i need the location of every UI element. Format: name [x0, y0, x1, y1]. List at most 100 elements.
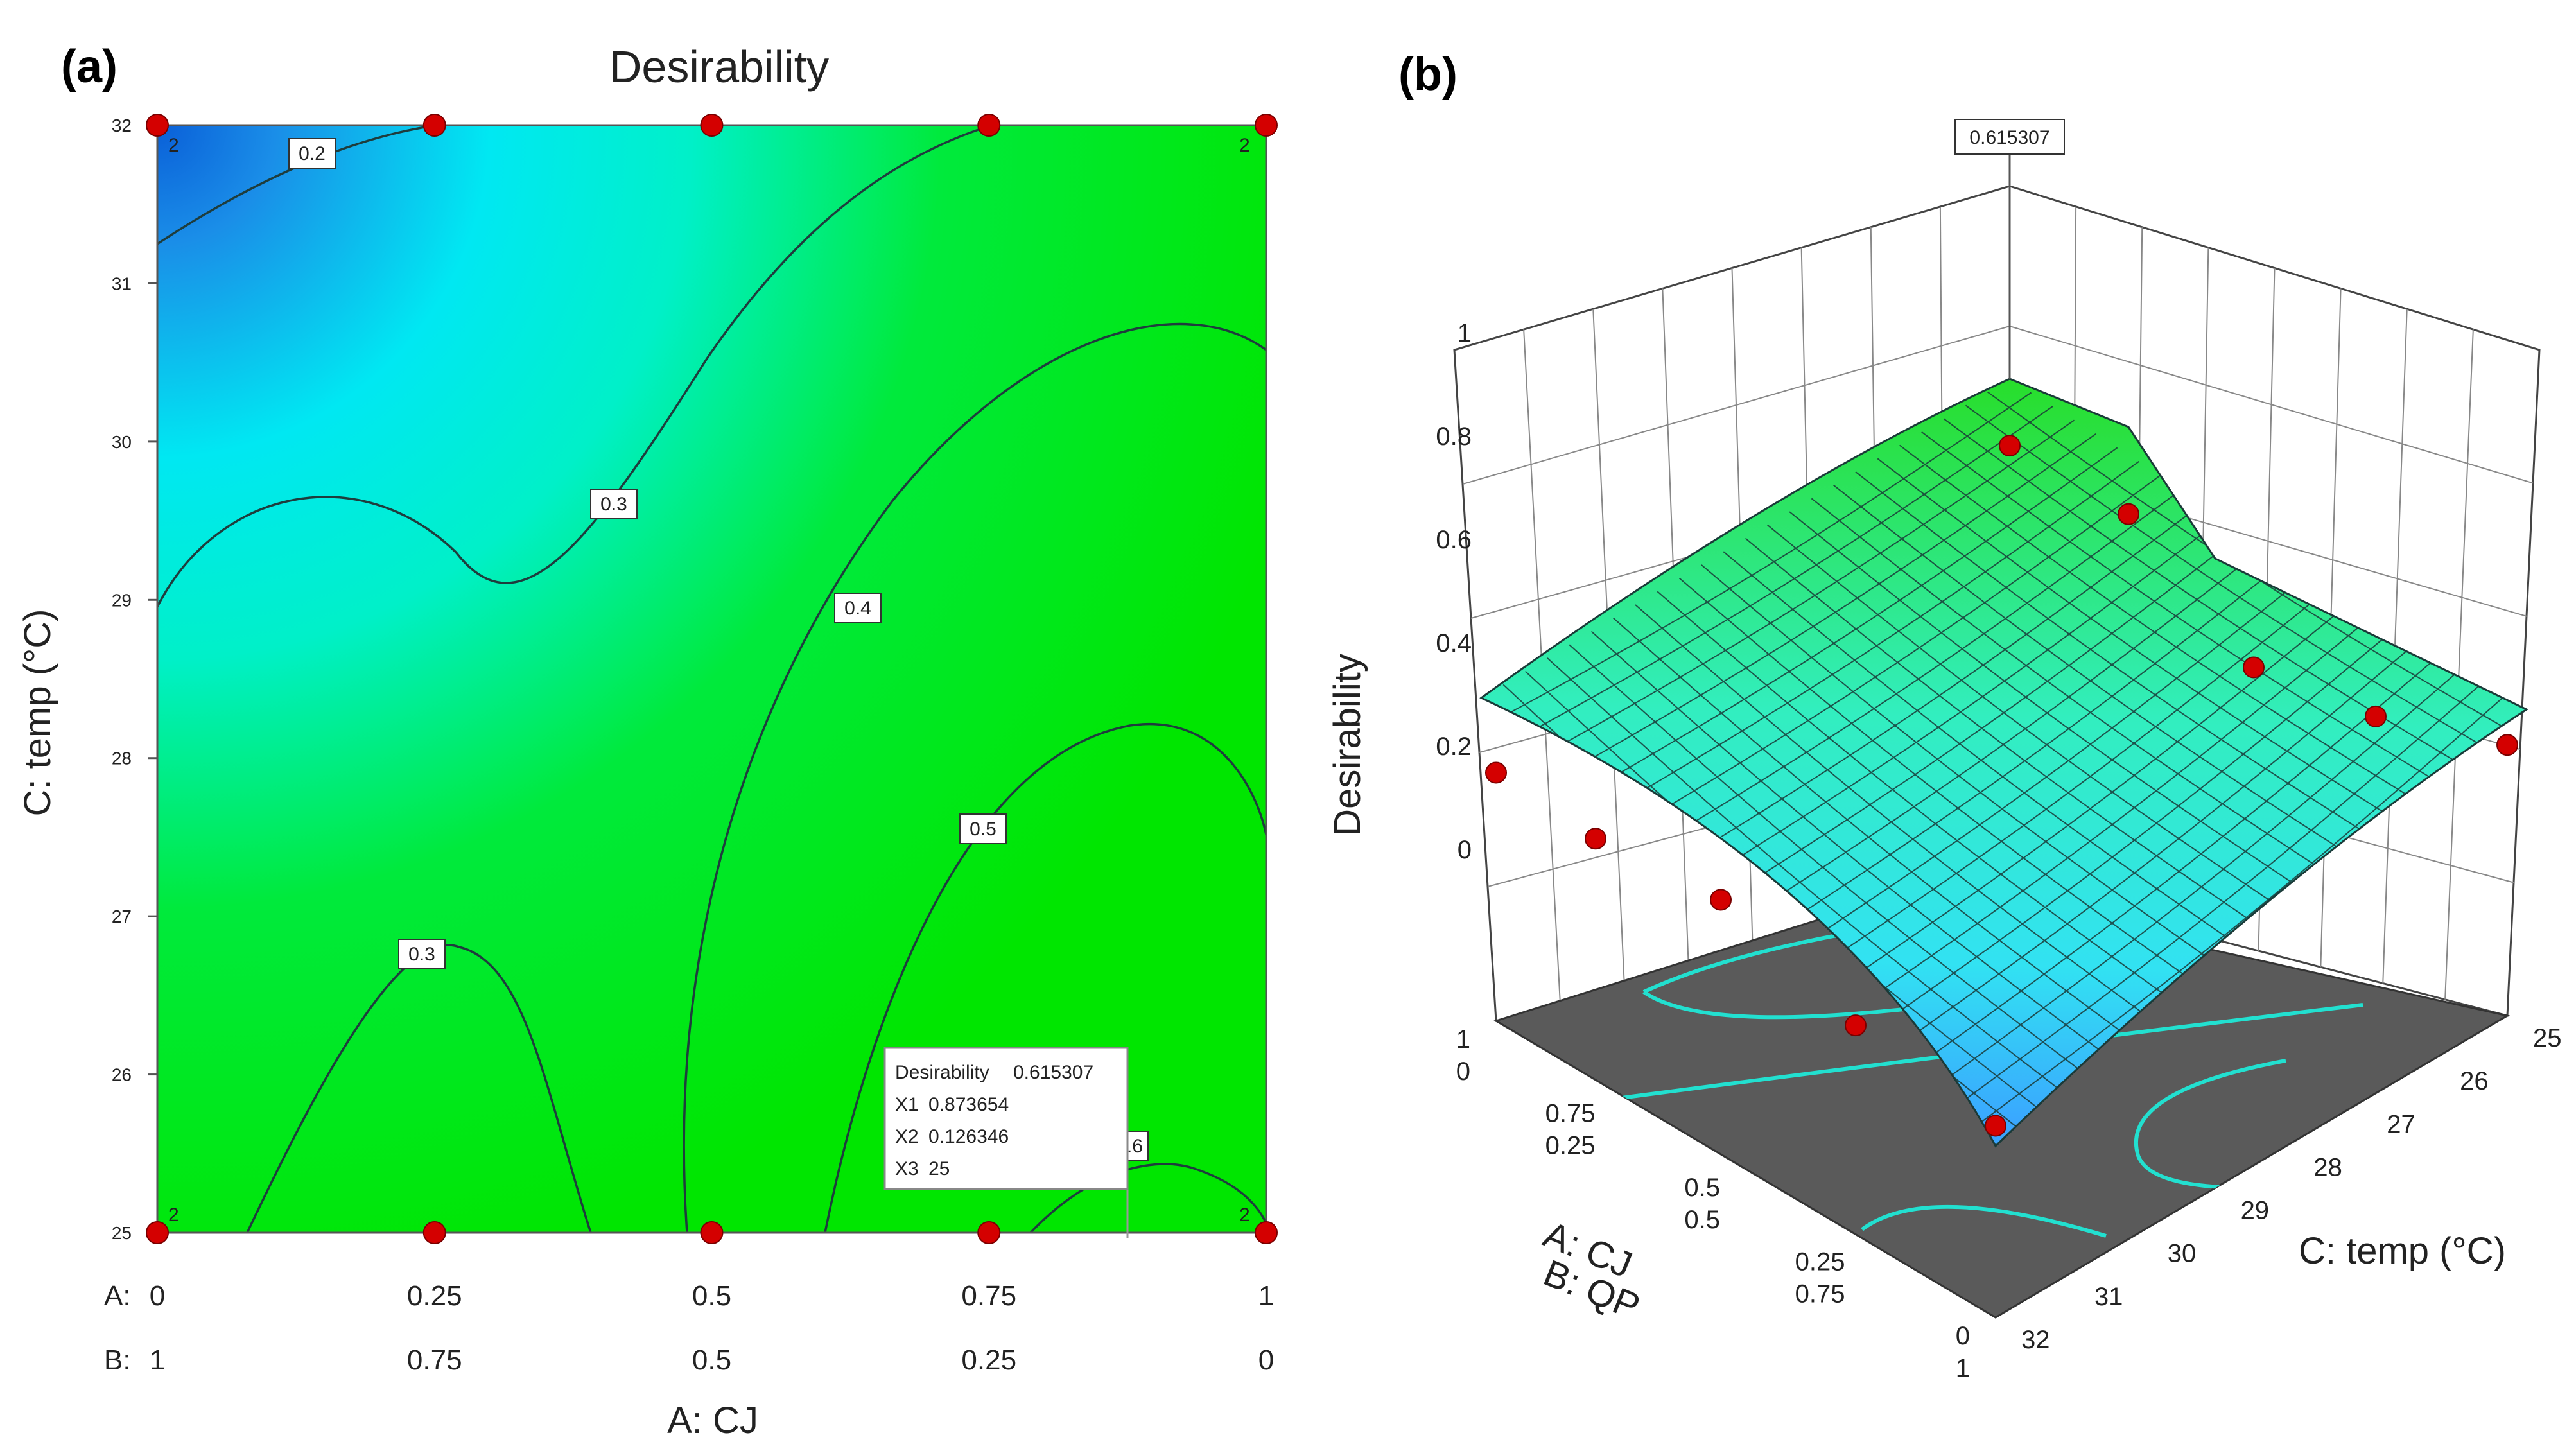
- x-axis-ticks: 0 1 0.25 0.75 0.5 0.5 0.75 0.25 1 0: [150, 1233, 1274, 1376]
- left-tick-label-a: 0.5: [1684, 1174, 1720, 1202]
- x-tick-label-b: 0.75: [407, 1344, 462, 1376]
- y-axis-ticks: 25 26 27 28 29 30 31 32: [112, 116, 157, 1243]
- optimum-tooltip: Desirability 0.615307 X1 0.873654 X2 0.1…: [883, 1047, 1129, 1238]
- peak-value: 0.615307: [1969, 127, 2049, 148]
- tooltip-value-desirability: 0.615307: [1013, 1062, 1093, 1083]
- wall-grid-line: [2444, 329, 2474, 1000]
- y-tick-label: 28: [112, 749, 132, 769]
- right-tick-label: 31: [2094, 1283, 2123, 1311]
- contour-line-0.3-upper: [157, 125, 993, 607]
- replicate-label: 2: [168, 135, 179, 156]
- design-point: [1255, 114, 1278, 137]
- y-tick-label: 26: [112, 1065, 132, 1085]
- y-tick-label: 30: [112, 432, 132, 452]
- contour-label-text: 0.4: [844, 598, 871, 619]
- x-tick-label-b: 0.5: [692, 1344, 731, 1376]
- contour-panel: (a) Desirability 0.2 0.3 0.3 0.4: [17, 41, 1278, 1441]
- z-axis-label: Desirability: [1327, 654, 1368, 836]
- x-row-name-a: A:: [104, 1280, 131, 1312]
- mesh-line: [1767, 525, 2284, 910]
- y-tick-label: 31: [112, 274, 132, 293]
- peak-indicator: 0.615307: [1954, 119, 2065, 379]
- surface-outline: [1479, 378, 2529, 1148]
- contour-line-0.3-lower: [246, 944, 592, 1233]
- left-tick-label-b: 1: [1956, 1354, 1970, 1382]
- z-tick-label: 0.6: [1436, 526, 1472, 554]
- x-tick-label-a: 0.75: [961, 1280, 1016, 1312]
- mesh-line: [1899, 444, 2417, 801]
- mesh-line: [1811, 498, 2328, 874]
- mesh-line: [1965, 404, 2483, 747]
- surface-design-point: [2243, 656, 2265, 679]
- surface-design-points: [1485, 435, 2518, 1137]
- replicate-label: 2: [168, 1204, 179, 1226]
- right-tick-label: 27: [2387, 1110, 2415, 1138]
- panel-b-label: (b): [1398, 49, 1458, 100]
- response-surface: [1481, 379, 2527, 1146]
- surface-design-point: [1985, 1115, 2006, 1137]
- mesh-line: [1780, 571, 2312, 960]
- contour-line-0.4: [683, 322, 1266, 1233]
- z-tick-label: 0.4: [1436, 629, 1472, 657]
- replicate-label: 2: [1239, 135, 1250, 156]
- left-tick-label-b: 0.25: [1545, 1132, 1596, 1160]
- contour-label-box: 0.3: [590, 489, 638, 519]
- mesh-line: [1802, 585, 2333, 979]
- mesh-line: [1502, 392, 2032, 717]
- mesh-line: [1888, 639, 2419, 1054]
- contour-label-text: 0.5: [970, 819, 996, 840]
- tooltip-label-x3: X3: [895, 1158, 919, 1179]
- surface-design-point: [2118, 503, 2139, 525]
- contour-label-box: 0.3: [398, 939, 446, 969]
- x-tick-label-b: 0: [1258, 1344, 1274, 1376]
- x-tick-label-a: 0.5: [692, 1280, 731, 1312]
- z-tick-label: 0: [1458, 836, 1472, 864]
- left-tick-label-b: 0: [1456, 1057, 1470, 1086]
- contour-label-text: 0.2: [299, 143, 326, 164]
- tooltip-value-x1: 0.873654: [928, 1094, 1009, 1115]
- contour-title: Desirability: [609, 42, 829, 92]
- mesh-line: [1609, 460, 2139, 811]
- design-point: [700, 114, 724, 137]
- surface-design-point: [1585, 828, 1606, 850]
- design-point: [977, 1221, 1001, 1244]
- design-point: [422, 114, 446, 137]
- tooltip-label-x1: X1: [895, 1094, 919, 1115]
- mesh-line: [1759, 557, 2290, 941]
- contour-line-0.6: [1029, 1163, 1266, 1233]
- z-axis-ticks: 0 0.2 0.4 0.6 0.8 1: [1436, 319, 1472, 864]
- surface-design-point: [2496, 734, 2518, 756]
- z-tick-label: 0.2: [1436, 733, 1472, 761]
- x-tick-label-a: 0: [150, 1280, 165, 1312]
- x-tick-label-a: 0.25: [407, 1280, 462, 1312]
- mesh-line: [1673, 502, 2204, 867]
- surface-panel: (b) 0.615307 0 0.2 0.4 0.6 0.8 1: [1327, 49, 2562, 1382]
- surface-design-point: [1999, 435, 2021, 457]
- y-axis-label: C: temp (°C): [17, 609, 58, 817]
- mesh-line: [1590, 630, 2107, 1056]
- tooltip-label-desirability: Desirability: [895, 1062, 989, 1083]
- mesh-line: [1547, 657, 2063, 1092]
- right-axis-label: C: temp (°C): [2299, 1230, 2506, 1272]
- design-point: [700, 1221, 724, 1244]
- right-axis-ticks: 25 26 27 28 29 30 31 32: [2021, 1024, 2562, 1354]
- mesh-line: [1737, 543, 2269, 923]
- panel-a-label: (a): [61, 41, 117, 92]
- contour-label-text: 0.3: [408, 944, 435, 965]
- mesh-line: [1867, 626, 2398, 1035]
- right-tick-label: 30: [2168, 1240, 2197, 1268]
- z-tick-label: 1: [1458, 319, 1472, 347]
- design-point: [422, 1221, 446, 1244]
- y-tick-label: 27: [112, 907, 132, 926]
- surface-design-point: [1845, 1014, 1867, 1037]
- contour-line-0.5: [824, 723, 1266, 1233]
- mesh-line: [1678, 577, 2195, 983]
- mesh-line: [1631, 474, 2161, 830]
- mesh-line: [1877, 458, 2394, 819]
- right-tick-label: 25: [2533, 1024, 2562, 1052]
- x-tick-label-a: 1: [1258, 1280, 1274, 1312]
- left-tick-label-b: 0.5: [1684, 1206, 1720, 1234]
- tooltip-label-x2: X2: [895, 1126, 919, 1147]
- surface-design-point: [1710, 889, 1732, 911]
- mesh-line: [1545, 419, 2075, 755]
